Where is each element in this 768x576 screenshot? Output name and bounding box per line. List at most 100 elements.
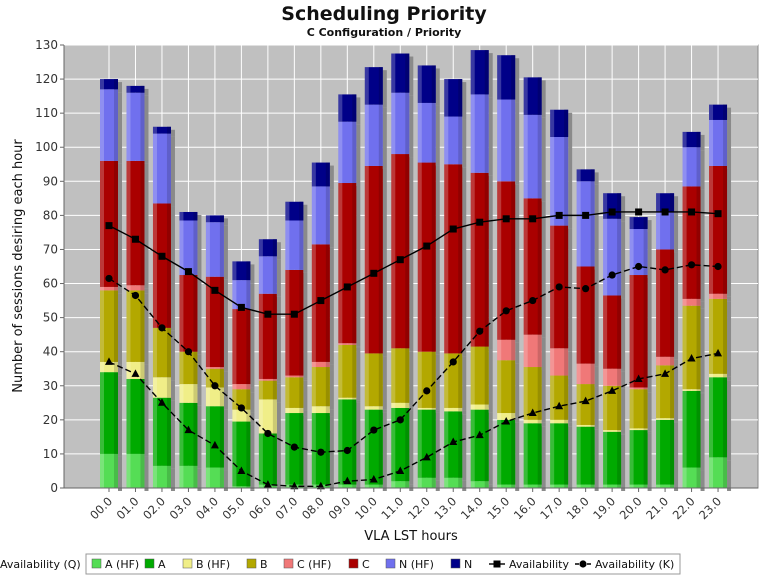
bar-highlight: [285, 413, 290, 485]
bar-highlight: [152, 465, 157, 488]
bar-edge: [325, 244, 330, 362]
x-axis-label: VLA LST hours: [364, 529, 458, 544]
bar-highlight: [205, 367, 210, 369]
bar-edge: [166, 133, 171, 204]
bar-shadow: [223, 409, 228, 471]
bar-shadow: [118, 289, 122, 294]
bar-segment: [497, 55, 516, 100]
bar-edge: [166, 203, 171, 328]
bar-edge: [219, 222, 224, 277]
bar-shadow: [541, 370, 546, 423]
bar-shadow: [356, 346, 361, 348]
point-availability-q: [237, 466, 246, 474]
bar-segment: [470, 172, 489, 347]
bar-shadow: [144, 88, 149, 96]
bar-segment: [656, 365, 675, 419]
bar-highlight: [152, 397, 157, 466]
bar-highlight: [523, 334, 528, 368]
point-availability: [449, 225, 457, 233]
bar-shadow: [541, 117, 546, 202]
bar-segment: [364, 165, 383, 354]
bar-segment: [364, 104, 383, 166]
x-tick-label: 12.0: [405, 494, 433, 522]
bar-edge: [670, 419, 675, 485]
point-availability-q: [290, 481, 299, 490]
bar-edge: [114, 372, 118, 454]
bar-segment: [100, 89, 118, 161]
x-tick-label: 15.0: [484, 494, 512, 522]
bar-edge: [643, 229, 648, 276]
bar-segment: [338, 344, 357, 398]
bar-highlight: [258, 399, 263, 434]
x-tick-label: 03.0: [167, 494, 195, 522]
point-availability-k: [131, 291, 140, 300]
point-availability: [158, 252, 166, 260]
bar-highlight: [576, 169, 581, 182]
point-availability-q: [581, 396, 590, 405]
legend-swatch-b-hf: [182, 558, 193, 569]
bar-segment: [682, 389, 701, 391]
point-availability-k: [608, 271, 616, 279]
bar-edge: [511, 413, 516, 420]
bar-shadow: [329, 189, 334, 248]
bar-highlight: [629, 217, 634, 230]
bar-edge: [140, 85, 145, 93]
bar-edge: [723, 119, 728, 166]
point-availability-k: [661, 266, 669, 274]
bar-highlight: [152, 327, 157, 378]
bar-shadow: [541, 80, 546, 118]
bar-edge: [272, 293, 277, 379]
bar-shadow: [276, 436, 281, 488]
point-availability-q: [475, 430, 484, 439]
bar-edge: [140, 92, 145, 161]
bar-segment: [629, 217, 648, 230]
bar-segment: [126, 290, 145, 362]
bar-edge: [405, 154, 410, 349]
bar-segment: [205, 222, 224, 277]
bar-edge: [166, 397, 171, 466]
x-tick-label: 14.0: [458, 494, 486, 522]
bar-edge: [405, 402, 410, 408]
bar-highlight: [709, 293, 714, 299]
bar-edge: [564, 423, 569, 485]
bar-edge: [670, 356, 675, 366]
bar-segment: [152, 133, 171, 204]
legend-label-b-hf: B (HF): [196, 558, 230, 571]
x-tick-label: 11.0: [378, 494, 406, 522]
bar-edge: [193, 402, 198, 466]
point-availability: [343, 283, 351, 291]
point-availability: [237, 303, 245, 311]
y-tick-label: 30: [43, 379, 58, 393]
bar-shadow: [594, 172, 599, 185]
bar-shadow: [276, 242, 281, 260]
bar-highlight: [497, 339, 502, 361]
bar-shadow: [462, 480, 467, 491]
bar-segment: [550, 375, 569, 420]
bar-segment: [179, 351, 198, 385]
line-availability-q: [108, 352, 719, 487]
x-tick-label: 20.0: [617, 494, 645, 522]
bar-shadow: [329, 165, 334, 190]
point-availability-k: [396, 416, 404, 424]
bar-segment: [417, 65, 436, 103]
bar-highlight: [629, 387, 634, 390]
bar-highlight: [603, 430, 608, 432]
bar-highlight: [338, 484, 343, 488]
bar-edge: [511, 339, 516, 361]
bar-edge: [617, 218, 622, 296]
bar-edge: [140, 285, 145, 291]
bar-edge: [537, 484, 542, 488]
bar-edge: [272, 380, 277, 400]
bar-edge: [590, 266, 595, 364]
bar-highlight: [126, 378, 131, 454]
bar-edge: [564, 375, 569, 420]
bar-shadow: [647, 431, 652, 434]
bar-shadow: [118, 375, 122, 457]
legend-swatch-a: [144, 558, 155, 569]
bar-edge: [193, 465, 198, 488]
bar-highlight: [417, 351, 422, 408]
bar-edge: [590, 426, 595, 485]
bar-shadow: [700, 308, 705, 393]
bar-edge: [670, 484, 675, 488]
bar-shadow: [118, 163, 122, 290]
